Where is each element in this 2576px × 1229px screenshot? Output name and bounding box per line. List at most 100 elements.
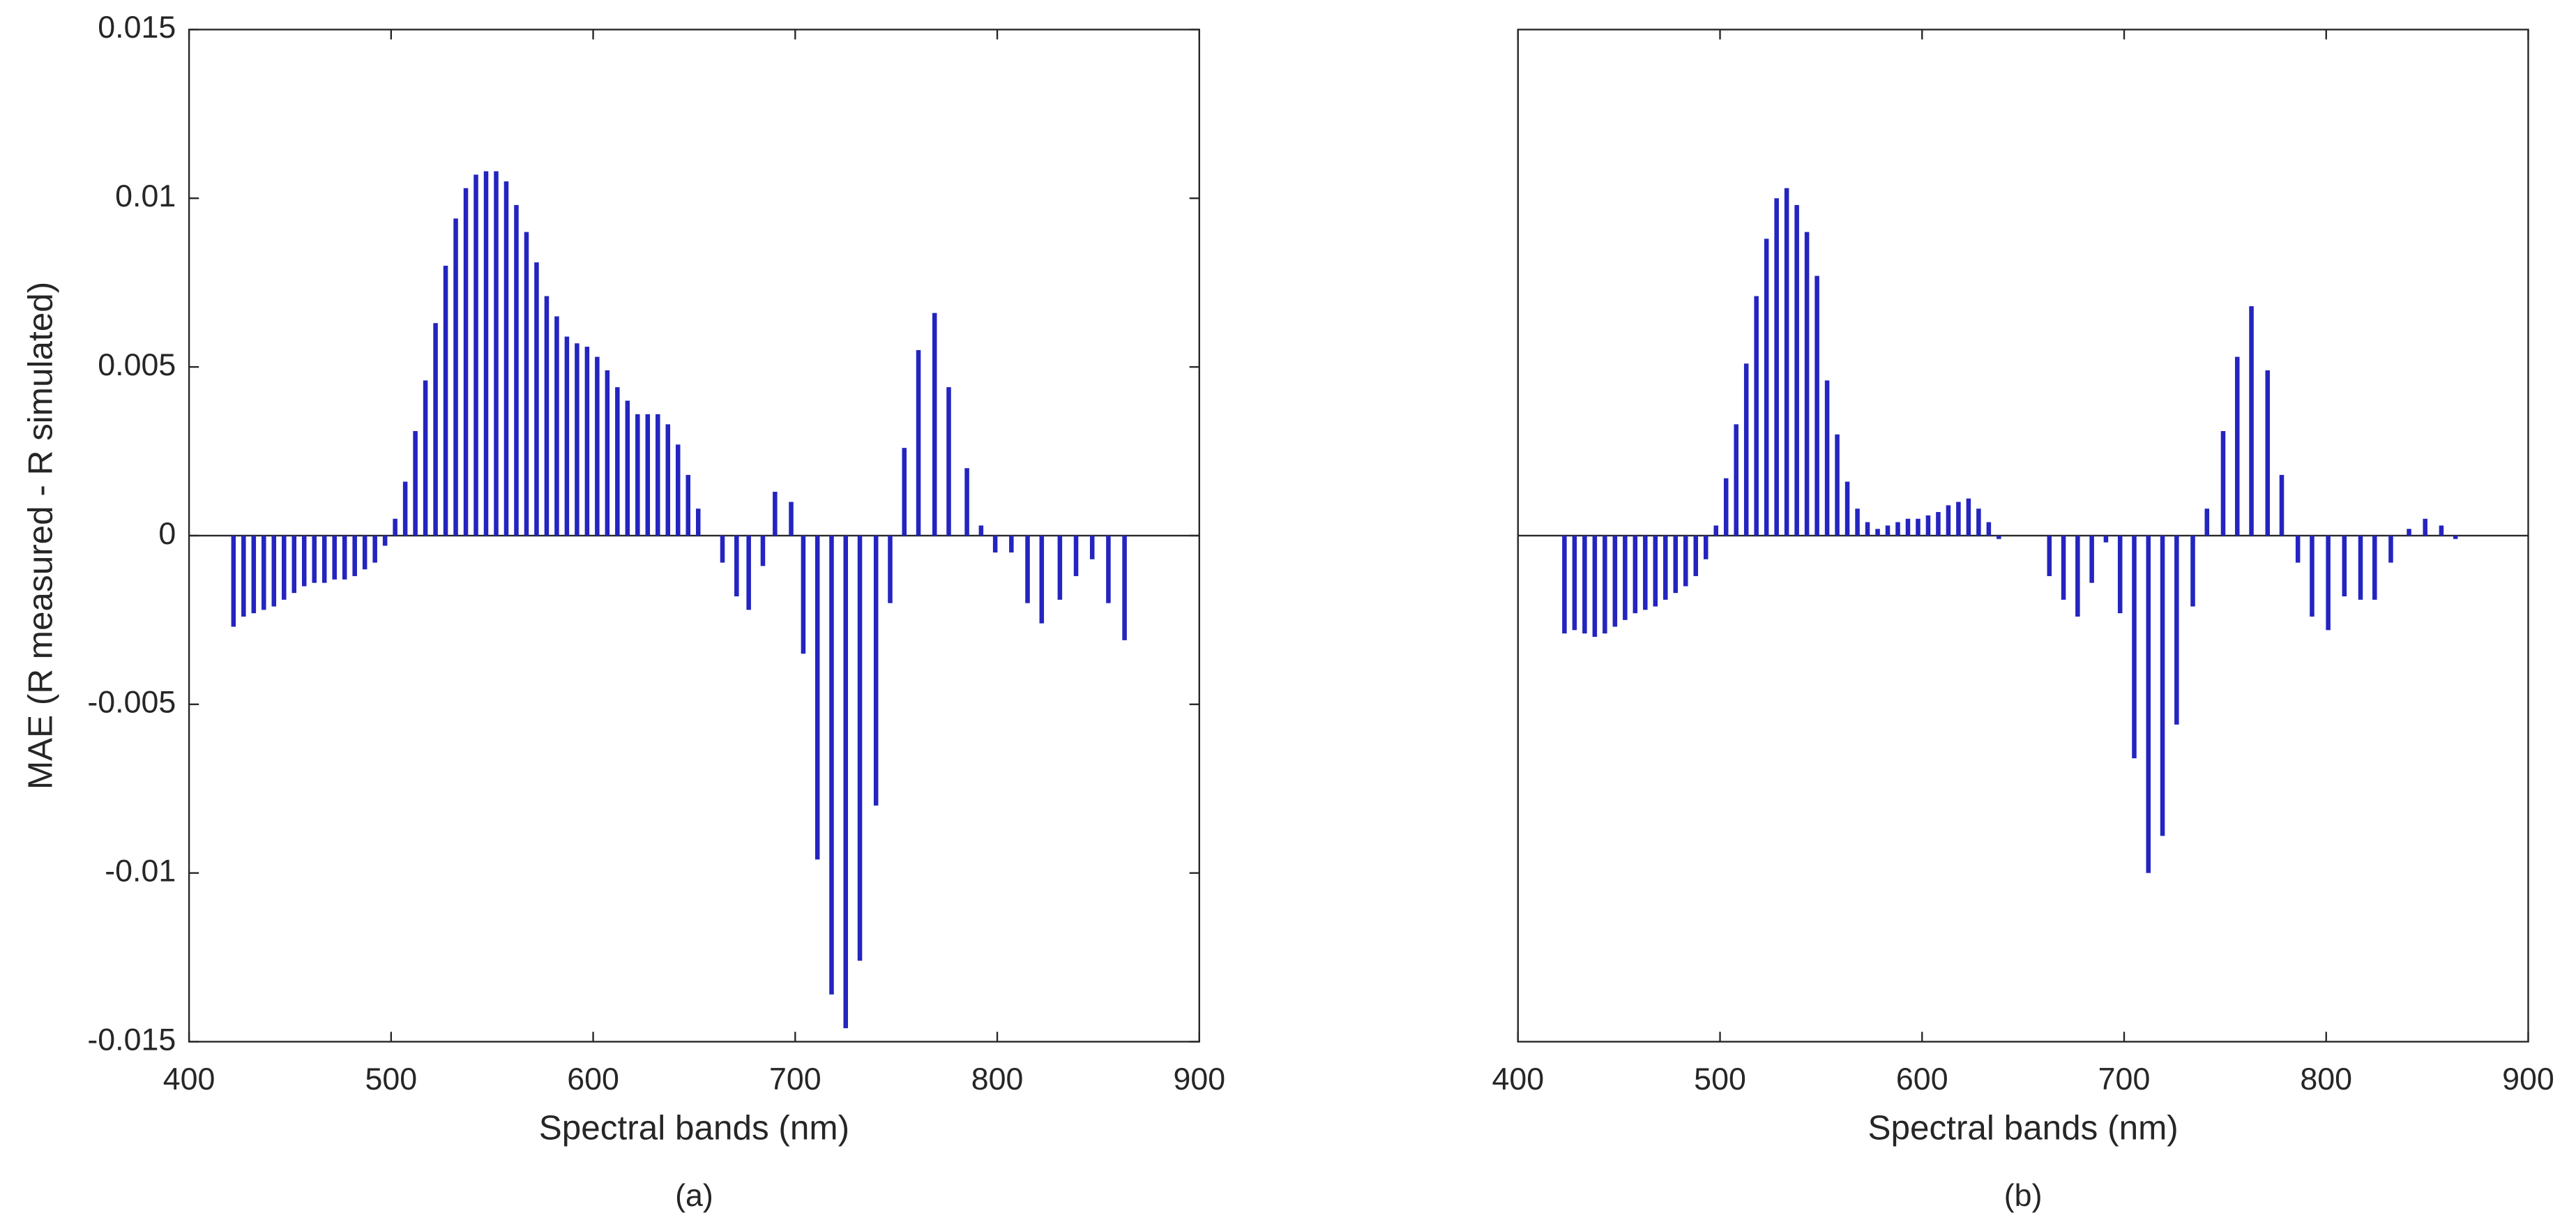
x-tick-label: 900 [1173, 1062, 1225, 1096]
bar [2453, 535, 2458, 539]
bar [1916, 518, 1920, 536]
bar [1592, 535, 1598, 638]
y-tick-label: 0.005 [98, 347, 176, 382]
bar [635, 414, 640, 536]
bar [2279, 474, 2285, 536]
bar [301, 535, 307, 587]
bar [815, 535, 820, 860]
bar [1025, 535, 1030, 603]
bar [352, 535, 357, 576]
bar [1875, 529, 1880, 536]
bar [1057, 535, 1063, 600]
bar [554, 316, 559, 536]
bar [1073, 535, 1079, 576]
x-tick-label: 500 [1694, 1062, 1746, 1096]
x-axis-label: Spectral bands (nm) [1867, 1109, 2178, 1147]
bar [584, 347, 590, 536]
bar [1865, 522, 1870, 536]
bar [605, 370, 610, 536]
bar [1734, 424, 1738, 536]
bar [2047, 535, 2052, 576]
bar [1106, 535, 1111, 603]
bar [2204, 508, 2210, 536]
bar [746, 535, 751, 610]
bar [1885, 525, 1891, 536]
bar [1905, 518, 1911, 536]
bar [595, 356, 600, 536]
x-axis-label: Spectral bands (nm) [539, 1109, 849, 1147]
bar [789, 502, 794, 536]
bar [1936, 512, 1941, 536]
bar [1804, 232, 1810, 536]
bar [773, 492, 778, 536]
bar [1824, 380, 1830, 536]
bar [1582, 535, 1587, 634]
bar [1673, 535, 1679, 594]
bar [992, 535, 998, 553]
bar [423, 380, 428, 536]
bar [2326, 535, 2331, 631]
bar [2235, 356, 2240, 536]
bar [575, 343, 579, 536]
bar [1844, 481, 1850, 536]
bar [291, 535, 297, 594]
bar [2249, 306, 2254, 536]
bar [1643, 535, 1648, 610]
bar [888, 535, 893, 603]
bar [534, 262, 539, 536]
bar [720, 535, 725, 563]
bar [1663, 535, 1668, 600]
bar [2160, 535, 2165, 836]
bar [494, 171, 499, 536]
bar [231, 535, 236, 627]
bar [2388, 535, 2393, 563]
bar [1956, 502, 1961, 536]
bar [2117, 535, 2123, 614]
bar [1814, 276, 1819, 536]
caption: (a) [675, 1178, 713, 1213]
bar [2089, 535, 2094, 583]
bar [2439, 525, 2444, 536]
bar [760, 535, 766, 566]
y-axis-label: MAE (R measured - R simulated) [22, 282, 60, 790]
bar [625, 400, 630, 536]
bar [2295, 535, 2301, 563]
bar [463, 188, 469, 536]
bar [1784, 188, 1789, 536]
bar [1703, 535, 1709, 559]
bar [483, 171, 489, 536]
bar [413, 430, 418, 536]
bar [514, 204, 519, 536]
bar [2310, 535, 2314, 617]
bar [1835, 434, 1840, 536]
bar [393, 518, 397, 536]
bar [241, 535, 246, 617]
bar [342, 535, 347, 580]
bar [676, 444, 681, 536]
caption: (b) [2004, 1178, 2043, 1213]
x-tick-label: 800 [971, 1062, 1024, 1096]
bar [1693, 535, 1699, 576]
y-tick-label: -0.015 [87, 1022, 176, 1057]
bar [1572, 535, 1577, 631]
bar [382, 535, 388, 546]
y-tick-label: 0.01 [115, 179, 176, 213]
bar [564, 336, 570, 536]
y-tick-label: -0.005 [87, 685, 176, 720]
bar [503, 181, 509, 536]
bar [372, 535, 377, 563]
bar [453, 218, 458, 536]
x-tick-label: 900 [2502, 1062, 2554, 1096]
bar [685, 474, 691, 536]
bar [1986, 522, 1992, 536]
bar [2132, 535, 2137, 759]
bar [1603, 535, 1607, 634]
bar [843, 535, 849, 1029]
bar [1612, 535, 1618, 627]
bar [524, 232, 529, 536]
bar [1122, 535, 1127, 640]
bar [615, 387, 620, 536]
bar [2407, 529, 2411, 536]
bar [1653, 535, 1658, 607]
